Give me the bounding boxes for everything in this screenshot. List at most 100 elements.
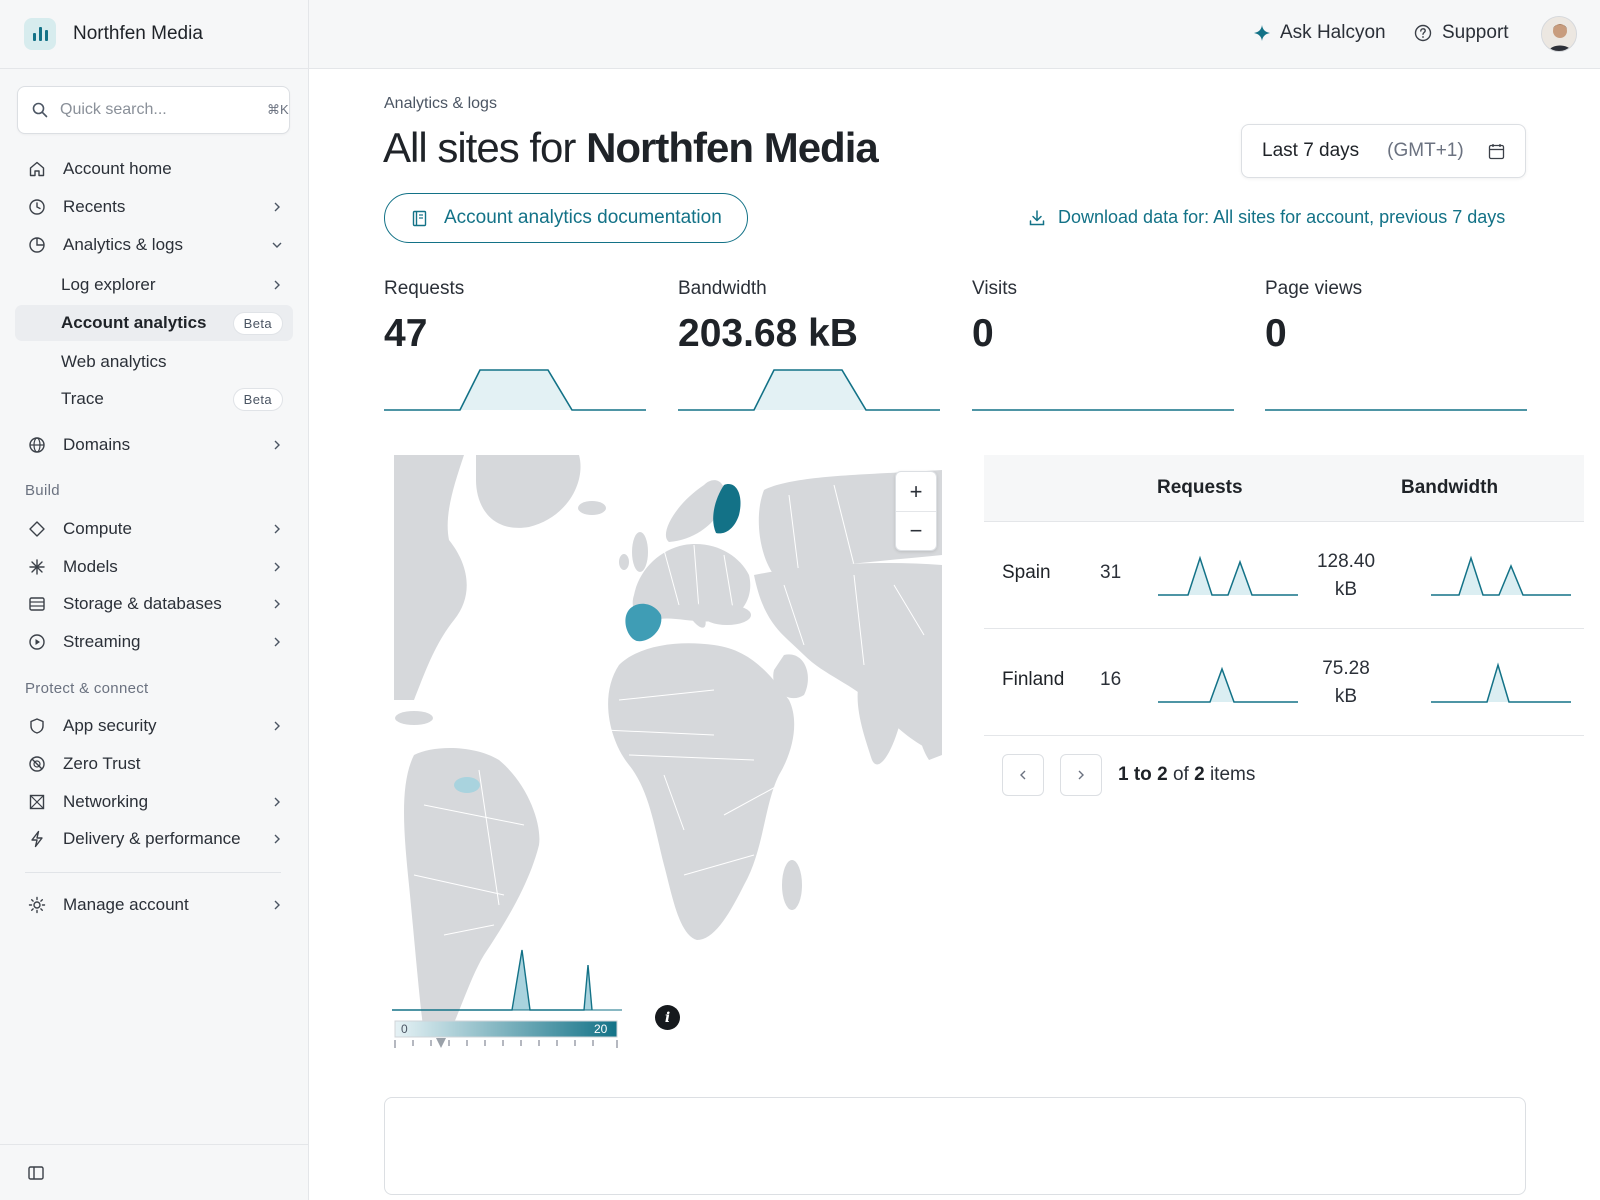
sidebar-item-networking[interactable]: Networking (15, 784, 293, 820)
table-row[interactable]: Finland 16 75.28 kB (984, 629, 1584, 736)
map-info-icon[interactable]: i (655, 1005, 680, 1030)
sidebar-item-web-analytics[interactable]: Web analytics (15, 344, 293, 380)
zoom-in-button[interactable]: + (909, 478, 923, 504)
brand-logo-icon (24, 18, 56, 50)
brand: Northfen Media (0, 0, 308, 69)
sidebar-item-label: Streaming (63, 632, 141, 651)
database-icon (28, 595, 46, 613)
map-region-spain (625, 603, 662, 642)
pager-to-word: to (1133, 764, 1152, 785)
pagination: 1 to 2 of 2 items (1002, 754, 1255, 796)
map-region-south-america (404, 748, 540, 1035)
map-region-finland (713, 484, 741, 534)
sidebar-item-app-security[interactable]: App security (15, 708, 293, 744)
diamond-icon (28, 520, 46, 538)
chevron-right-icon (274, 721, 280, 731)
map-region-scandinavia (665, 480, 725, 542)
requests-sparkline (384, 369, 646, 411)
page-title: All sites for Northfen Media (383, 124, 879, 172)
date-range-picker[interactable]: Last 7 days (GMT+1) (1241, 124, 1526, 178)
chevron-right-icon (274, 202, 280, 212)
sidebar-toggle-icon[interactable] (27, 1164, 45, 1182)
sidebar-item-label: Models (63, 557, 118, 576)
table-row[interactable]: Spain 31 128.40 kB (984, 522, 1584, 629)
chevron-right-icon (274, 797, 280, 807)
visits-sparkline (972, 409, 1234, 411)
sidebar-item-log-explorer[interactable]: Log explorer (15, 267, 293, 303)
zoom-out-button[interactable]: − (896, 511, 936, 550)
page-title-account: Northfen Media (586, 124, 879, 171)
support-button[interactable]: Support (1414, 22, 1509, 44)
geo-table-header: Requests Bandwidth (984, 455, 1584, 522)
chevron-right-icon (274, 280, 280, 290)
legend-min-label: 0 (401, 1022, 408, 1036)
bandwidth-sparkline (1431, 662, 1571, 703)
chevron-right-icon (274, 900, 280, 910)
sidebar-item-analytics-logs[interactable]: Analytics & logs (15, 227, 293, 263)
metric-value: 0 (972, 312, 994, 355)
sparkline-line (384, 369, 646, 411)
requests-count: 16 (1100, 669, 1122, 690)
sidebar-item-account-home[interactable]: Account home (15, 151, 293, 187)
sidebar-item-manage-account[interactable]: Manage account (15, 887, 293, 923)
download-data-link[interactable]: Download data for: All sites for account… (1028, 207, 1505, 228)
date-range-value: Last 7 days (1262, 140, 1360, 161)
zero-trust-icon (28, 755, 46, 773)
column-header-requests[interactable]: Requests (1157, 477, 1243, 498)
sidebar-item-recents[interactable]: Recents (15, 189, 293, 225)
help-circle-icon (1414, 24, 1432, 42)
network-icon (28, 793, 46, 811)
section-label-build: Build (25, 482, 60, 499)
metric-label: Requests (384, 278, 465, 299)
sidebar-item-trace[interactable]: Trace Beta (15, 381, 293, 417)
user-avatar-icon (1542, 17, 1576, 51)
analytics-docs-label: Account analytics documentation (444, 207, 722, 228)
globe-icon (28, 436, 46, 454)
sidebar-item-storage-databases[interactable]: Storage & databases (15, 586, 293, 622)
map-region-madagascar (782, 860, 802, 910)
sidebar-item-label: Recents (63, 197, 126, 216)
quick-search[interactable]: ⌘K (17, 86, 290, 134)
sidebar-item-account-analytics[interactable]: Account analytics Beta (15, 305, 293, 341)
sidebar-item-domains[interactable]: Domains (15, 427, 293, 463)
ask-assistant-button[interactable]: Ask Halcyon (1254, 22, 1386, 44)
prev-page-button[interactable] (1002, 754, 1044, 796)
sidebar-item-compute[interactable]: Compute (15, 511, 293, 547)
column-header-bandwidth[interactable]: Bandwidth (1401, 477, 1499, 498)
sidebar-item-label: Account analytics (61, 313, 207, 332)
sidebar-item-label: Domains (63, 435, 131, 454)
map-region-greenland (476, 455, 581, 528)
metric-bandwidth: Bandwidth 203.68 kB (678, 278, 940, 411)
country-name: Spain (1002, 562, 1051, 583)
sidebar-item-models[interactable]: Models (15, 549, 293, 585)
metric-label: Bandwidth (678, 278, 767, 299)
sidebar-item-label: App security (63, 716, 157, 735)
sidebar-item-delivery-performance[interactable]: Delivery & performance (15, 821, 293, 857)
avatar[interactable] (1541, 16, 1577, 52)
map-zoom-controls: + − (895, 471, 937, 551)
pager-items-word: items (1209, 764, 1256, 785)
beta-badge: Beta (232, 311, 283, 335)
search-shortcut: ⌘K (267, 102, 289, 117)
analytics-docs-button[interactable]: Account analytics documentation (384, 193, 748, 243)
search-input[interactable] (60, 101, 267, 119)
sidebar-item-label: Compute (63, 519, 132, 538)
sidebar-footer (0, 1144, 309, 1200)
pagination-info: 1 to 2 of 2 items (1118, 764, 1255, 786)
search-icon (32, 102, 48, 118)
chevron-right-icon (274, 599, 280, 609)
next-page-button[interactable] (1060, 754, 1102, 796)
pager-to: 2 (1157, 764, 1168, 785)
bandwidth-value: 75.28 kB (1306, 655, 1386, 711)
map-region-balkans (703, 605, 751, 625)
sidebar-item-label: Storage & databases (63, 594, 222, 613)
sidebar-item-zero-trust[interactable]: Zero Trust (15, 746, 293, 782)
brand-name: Northfen Media (73, 23, 203, 44)
support-label: Support (1442, 22, 1509, 43)
chevron-right-icon (274, 440, 280, 450)
download-icon (1029, 209, 1045, 225)
sidebar-item-streaming[interactable]: Streaming (15, 624, 293, 660)
legend-max-label: 20 (594, 1022, 608, 1036)
country-name: Finland (1002, 669, 1065, 690)
bandwidth-value: 128.40 kB (1306, 548, 1386, 604)
